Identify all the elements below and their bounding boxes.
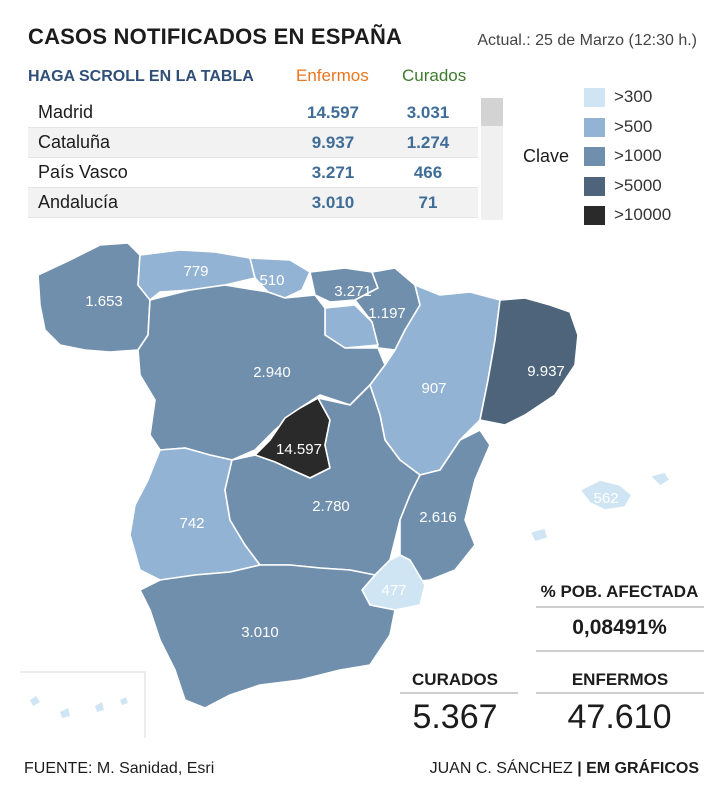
legend-label: >5000 xyxy=(614,175,662,195)
row-curados: 1.274 xyxy=(406,133,450,152)
credit: JUAN C. SÁNCHEZ | EM GRÁFICOS xyxy=(430,760,699,778)
column-curados[interactable]: Curados xyxy=(402,66,467,85)
table-scrollbar[interactable] xyxy=(481,98,503,220)
row-enfermos: 9.937 xyxy=(311,133,355,152)
region-label: 1.653 xyxy=(85,293,123,310)
legend-label: >500 xyxy=(614,116,653,136)
source-note: FUENTE: M. Sanidad, Esri xyxy=(24,760,215,777)
last-updated: Actual.: 25 de Marzo (12:30 h.) xyxy=(477,32,697,49)
enfermos-label: ENFERMOS xyxy=(571,670,669,689)
scroll-hint: HAGA SCROLL EN LA TABLA xyxy=(28,68,254,85)
row-curados: 466 xyxy=(413,163,443,182)
brand-name[interactable]: | EM GRÁFICOS xyxy=(577,760,699,777)
legend-label: >300 xyxy=(614,87,653,106)
row-name: Cataluña xyxy=(38,132,111,152)
table-row[interactable]: Cataluña 9.937 1.274 xyxy=(28,128,478,158)
region-label: 477 xyxy=(381,582,406,599)
legend-label: >10000 xyxy=(614,205,672,224)
curados-label: CURADOS xyxy=(412,670,498,689)
region-label: 2.616 xyxy=(419,509,457,526)
region-label: 562 xyxy=(593,490,618,507)
legend-title: Clave xyxy=(523,146,570,166)
legend-swatch xyxy=(584,88,605,107)
enfermos-value: 47.610 xyxy=(567,698,672,736)
row-curados: 71 xyxy=(418,193,438,212)
pct-affected-value: 0,08491% xyxy=(572,616,667,639)
table-header: HAGA SCROLL EN LA TABLA Enfermos Curados xyxy=(28,66,478,94)
region-valencia[interactable] xyxy=(399,429,491,583)
row-curados: 3.031 xyxy=(406,103,450,122)
region-label: 779 xyxy=(183,263,208,280)
region-label: 2.940 xyxy=(253,364,291,381)
row-enfermos: 14.597 xyxy=(307,103,359,122)
table-row[interactable]: País Vasco 3.271 466 xyxy=(28,158,478,188)
region-label: 907 xyxy=(421,380,446,397)
divider xyxy=(536,692,704,694)
legend-swatch xyxy=(584,147,605,166)
region-label: 3.271 xyxy=(334,283,372,300)
region-label: 14.597 xyxy=(276,441,322,458)
scrollbar-thumb[interactable] xyxy=(481,98,503,126)
pct-affected-label: % POB. AFECTADA xyxy=(540,582,699,601)
region-label: 2.780 xyxy=(312,498,350,515)
region-baleares[interactable] xyxy=(529,471,671,543)
row-name: Andalucía xyxy=(38,192,119,212)
region-label: 742 xyxy=(179,515,204,532)
table-row[interactable]: Madrid 14.597 3.031 xyxy=(28,98,478,128)
region-castilla-leon[interactable] xyxy=(137,284,386,461)
page-title: CASOS NOTIFICADOS EN ESPAÑA xyxy=(28,24,403,49)
legend-label: >1000 xyxy=(614,146,662,165)
row-enfermos: 3.010 xyxy=(311,193,355,212)
column-enfermos[interactable]: Enfermos xyxy=(296,66,369,85)
legend-swatch xyxy=(584,117,605,137)
author-name: JUAN C. SÁNCHEZ xyxy=(429,760,573,777)
row-enfermos: 3.271 xyxy=(311,163,355,182)
region-label: 3.010 xyxy=(241,624,279,641)
curados-value: 5.367 xyxy=(412,698,498,736)
regions-table[interactable]: Madrid 14.597 3.031 Cataluña 9.937 1.274… xyxy=(28,98,478,218)
divider xyxy=(400,692,518,694)
region-andalucia[interactable] xyxy=(139,564,396,709)
divider xyxy=(536,606,704,608)
region-label: 1.197 xyxy=(368,305,406,322)
row-name: Madrid xyxy=(38,102,94,122)
divider xyxy=(536,650,704,652)
legend-swatch xyxy=(584,206,605,225)
table-row[interactable]: Andalucía 3.010 71 xyxy=(28,188,478,218)
canarias-inset-frame xyxy=(20,671,146,738)
legend-swatch xyxy=(584,176,605,196)
region-canarias[interactable] xyxy=(30,696,128,718)
row-name: País Vasco xyxy=(38,162,128,182)
region-label: 510 xyxy=(259,272,284,289)
region-label: 9.937 xyxy=(527,363,565,380)
region-cataluna[interactable] xyxy=(479,297,579,426)
region-cantabria[interactable] xyxy=(249,257,311,299)
